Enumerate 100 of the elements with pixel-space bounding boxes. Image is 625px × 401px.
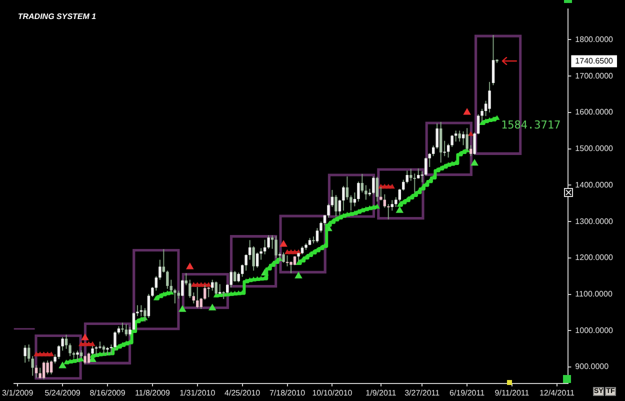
candlestick [350,194,352,212]
candlestick [207,286,210,298]
candlestick [248,240,252,260]
candlestick [316,228,319,244]
candlestick [218,284,222,295]
candlestick [466,128,468,152]
candlestick [121,322,124,333]
candlestick [334,194,338,217]
x-tick-label: 8/16/2009 [90,388,126,398]
candlestick [394,196,398,208]
candlestick [76,350,79,362]
point [34,352,39,356]
point [81,334,89,340]
candlestick [162,248,166,273]
text: 1740.6500 [575,56,614,66]
candlestick [383,194,386,208]
candlestick [410,168,412,182]
x-tick-label: 1/31/2010 [180,388,216,398]
point [38,352,42,356]
point [41,352,46,356]
x-tick-label: 1/9/2011 [366,388,397,398]
candlestick [144,308,146,322]
candlestick [184,272,188,286]
point [194,282,200,287]
candlestick [204,284,206,300]
candlestick [192,292,195,304]
y-tick-label: 1500.0000 [575,144,614,154]
candlestick [353,192,356,207]
candlestick [282,252,285,264]
candlestick [473,132,476,156]
candlestick [50,360,53,375]
point [284,250,290,254]
y-tick-label: 1300.0000 [575,216,614,226]
y-tick-label: 1800.0000 [575,34,614,44]
point [90,342,95,346]
x-tick-label: 9/11/2011 [494,388,530,398]
candlestick [42,361,46,380]
candlestick [166,270,169,290]
candlestick [237,272,240,283]
point [191,282,196,287]
point [280,240,288,247]
x-tick-label: 5/24/2009 [44,388,81,398]
point [294,272,302,278]
point [382,184,388,189]
x-tick-label: 4/25/2010 [224,388,261,398]
annotation: 1584.3717 [501,118,561,132]
x-tick-label: 3/27/2011 [404,388,440,398]
y-tick-label: 900.0000 [575,362,610,372]
candlestick [402,179,405,192]
point [86,342,92,346]
point [292,250,298,254]
candlestick [140,304,143,317]
x-tick-label: 12/4/2011 [539,388,575,398]
candlestick [256,252,259,268]
point [78,342,84,346]
y-tick-label: 1400.0000 [575,180,614,190]
candlestick [428,152,431,168]
candlestick [492,34,495,86]
candlestick [46,360,49,375]
candlestick [420,170,424,183]
candlestick [87,352,90,364]
candlestick [376,176,379,202]
candlestick [174,288,176,304]
x-tick-label: 6/19/2011 [450,388,486,398]
x-tick-label: 7/18/2010 [269,388,306,398]
candlestick [233,270,236,282]
chart-title: TRADING SYSTEM 1 [18,12,97,22]
candlestick [424,157,428,176]
y-tick-label: 1100.0000 [575,290,613,298]
candlestick [390,200,394,212]
candlestick [360,173,364,193]
candlestick [413,173,416,193]
candlestick [372,176,375,195]
x-tick-label: 11/8/2009 [134,388,170,398]
point [386,184,391,189]
candlestick [346,176,349,200]
candlestick [196,286,199,309]
point [82,342,88,346]
candlestick [64,334,68,350]
x-tick-label: 10/10/2010 [312,388,353,398]
candlestick [188,279,192,298]
candlestick [364,184,368,200]
y-tick-label: 1600.0000 [575,108,614,117]
candlestick [398,188,401,202]
candlestick [286,254,289,267]
candlestick [147,293,150,318]
candlestick [263,239,266,255]
candlestick [387,204,390,220]
point [468,132,474,136]
candlestick [488,81,491,113]
candlestick [458,130,461,142]
y-tick-label: 1200.0000 [575,253,614,262]
candlestick [24,344,26,364]
point [59,362,66,368]
point [186,263,194,270]
candlestick [124,324,128,337]
candlestick [274,236,278,258]
candlestick [469,144,472,157]
candlestick [200,297,202,310]
point [471,159,478,166]
